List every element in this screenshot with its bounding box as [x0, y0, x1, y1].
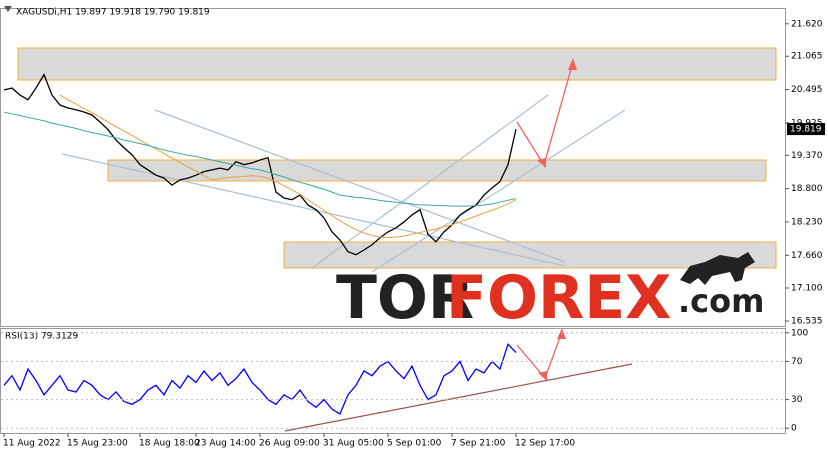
- trend-line: [61, 153, 566, 267]
- rsi-title: RSI(13) 79.3129: [5, 332, 78, 342]
- y-tick-label: 18.800: [791, 184, 823, 194]
- x-tick-label: 15 Aug 23:00: [67, 439, 128, 449]
- watermark: TOR FOREX .com: [336, 252, 764, 333]
- series-line: [59, 94, 517, 239]
- y-tick-label: 17.660: [791, 251, 823, 261]
- x-tick-label: 23 Aug 14:00: [195, 439, 256, 449]
- y-tick-label: 16.535: [791, 317, 823, 327]
- support-zone: [283, 241, 777, 269]
- y-tick-label: 19.370: [791, 151, 823, 161]
- series-line: [3, 73, 517, 256]
- price-label-bg: [787, 123, 825, 136]
- x-tick-label: 26 Aug 09:00: [259, 439, 320, 449]
- x-tick-label: 11 Aug 2022: [3, 439, 61, 449]
- x-tick-label: 31 Aug 05:00: [323, 439, 384, 449]
- price-label: 19.819: [790, 125, 822, 135]
- y-tick-label: 18.230: [791, 217, 823, 227]
- channel-lines: [61, 94, 626, 273]
- watermark-highlight: FOREX: [446, 263, 671, 333]
- trend-line: [371, 109, 626, 273]
- series-line: [3, 342, 517, 415]
- resistance-zone: [17, 47, 777, 81]
- arrow-head: [568, 58, 577, 70]
- watermark-suffix: .com: [678, 282, 764, 320]
- series-line: [3, 111, 517, 207]
- y-tick-label: 70: [791, 357, 803, 367]
- y-tick-label: 30: [791, 395, 803, 405]
- marks: [3, 73, 517, 415]
- arrow-head: [557, 328, 566, 339]
- rsi-trend-line: [284, 363, 633, 432]
- symbol-icon: [4, 6, 12, 12]
- x-tick-label: 7 Sep 21:00: [451, 439, 506, 449]
- x-tick-label: 5 Sep 01:00: [387, 439, 442, 449]
- trend-line: [311, 94, 549, 269]
- price-panel: [0, 8, 786, 327]
- price-title: XAGUSDi,H1 19.897 19.918 19.790 19.819: [16, 8, 210, 18]
- y-tick-label: 20.495: [791, 85, 823, 95]
- bull-icon: [680, 252, 755, 285]
- x-tick-label: 18 Aug 18:00: [139, 439, 200, 449]
- x-tick-label: 12 Sep 17:00: [515, 439, 575, 449]
- watermark-brand: TOR: [336, 263, 474, 333]
- rsi-panel: [0, 328, 786, 434]
- y-tick-label: 100: [791, 328, 808, 338]
- y-tick-label: 21.065: [791, 52, 823, 62]
- y-tick-label: 21.620: [791, 19, 823, 29]
- arrow-head: [538, 371, 547, 381]
- y-tick-label: 0: [791, 424, 797, 434]
- trend-line: [154, 109, 566, 263]
- arrow-head: [537, 158, 546, 168]
- y-tick-label: 17.100: [791, 284, 823, 294]
